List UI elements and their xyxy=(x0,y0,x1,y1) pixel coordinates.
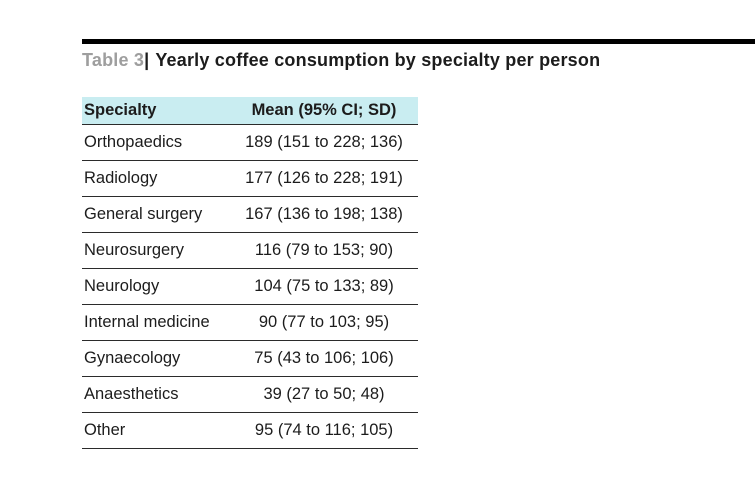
table-row: Neurology 104 (75 to 133; 89) xyxy=(82,269,418,305)
coffee-consumption-table: Specialty Mean (95% CI; SD) Orthopaedics… xyxy=(82,97,418,449)
mean-cell: 39 (27 to 50; 48) xyxy=(263,385,385,403)
table-row: Anaesthetics 39 (27 to 50; 48) xyxy=(82,377,418,413)
specialty-cell: Internal medicine xyxy=(84,313,210,331)
table-number-label: Table 3 xyxy=(82,50,145,70)
specialty-cell: Orthopaedics xyxy=(84,133,183,151)
column-header-mean: Mean (95% CI; SD) xyxy=(251,101,397,119)
mean-cell: 167 (136 to 198; 138) xyxy=(245,205,403,223)
mean-cell: 104 (75 to 133; 89) xyxy=(254,277,394,295)
specialty-cell: Gynaecology xyxy=(84,349,181,367)
specialty-cell: Neurology xyxy=(84,277,160,295)
table-caption: Table 3| Yearly coffee consumption by spe… xyxy=(82,50,600,71)
table-row: Orthopaedics 189 (151 to 228; 136) xyxy=(82,125,418,161)
specialty-cell: General surgery xyxy=(84,205,203,223)
caption-divider: | xyxy=(144,50,150,70)
specialty-cell: Radiology xyxy=(84,169,158,187)
mean-cell: 75 (43 to 106; 106) xyxy=(254,349,394,367)
column-header-specialty: Specialty xyxy=(84,101,157,119)
table-row: General surgery 167 (136 to 198; 138) xyxy=(82,197,418,233)
table-row: Other 95 (74 to 116; 105) xyxy=(82,413,418,449)
table-row: Gynaecology 75 (43 to 106; 106) xyxy=(82,341,418,377)
specialty-cell: Anaesthetics xyxy=(84,385,179,403)
table-title: Yearly coffee consumption by specialty p… xyxy=(155,50,601,70)
mean-cell: 189 (151 to 228; 136) xyxy=(245,133,403,151)
mean-cell: 116 (79 to 153; 90) xyxy=(254,241,394,259)
table-row: Radiology 177 (126 to 228; 191) xyxy=(82,161,418,197)
table-row: Internal medicine 90 (77 to 103; 95) xyxy=(82,305,418,341)
specialty-cell: Neurosurgery xyxy=(84,241,184,259)
mean-cell: 95 (74 to 116; 105) xyxy=(254,421,394,439)
table-row: Neurosurgery 116 (79 to 153; 90) xyxy=(82,233,418,269)
mean-cell: 90 (77 to 103; 95) xyxy=(258,313,390,331)
specialty-cell: Other xyxy=(84,421,126,439)
table-top-rule xyxy=(82,39,755,44)
mean-cell: 177 (126 to 228; 191) xyxy=(245,169,403,187)
table-header-row: Specialty Mean (95% CI; SD) xyxy=(82,97,418,125)
